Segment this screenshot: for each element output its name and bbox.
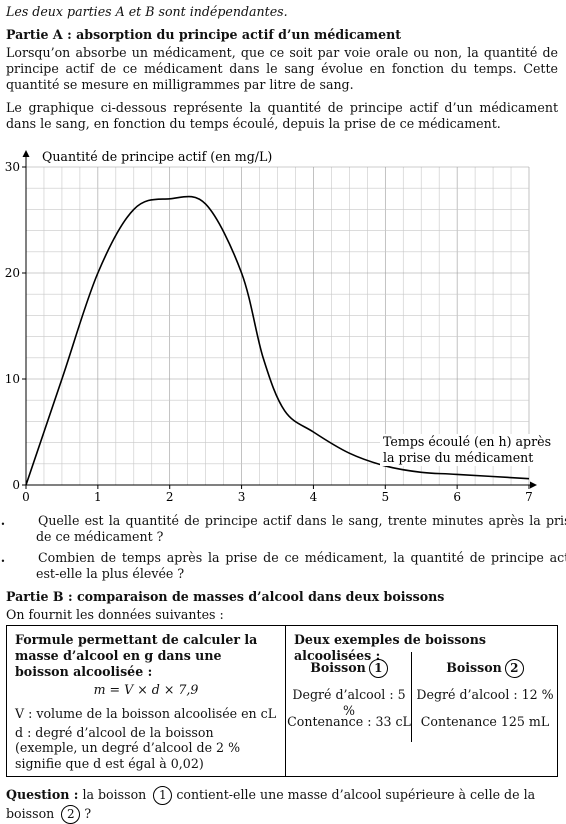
question-boisson-1: 1: [153, 786, 173, 805]
part-a-title: Partie A : absorption du principe actif …: [6, 27, 402, 42]
boisson-2-contenance: Contenance 125 mL: [420, 714, 550, 729]
x-axis-label-line1: Temps écoulé (en h) après: [383, 434, 551, 449]
x-tick-label: 5: [381, 490, 389, 504]
question-1-text: Quelle est la quantité de principe actif…: [36, 513, 566, 545]
question-2-number: 2.: [0, 550, 6, 565]
boisson-2-number: 2: [504, 659, 524, 678]
x-axis-label-line2: la prise du médicament: [383, 450, 533, 465]
intro-text: Les deux parties A et B sont indépendant…: [6, 4, 288, 19]
x-tick-label: 0: [22, 490, 30, 504]
concentration-chart: 0 1 2 3 4 5 6 7 0 10 20 30 Quantité de principe act…: [5, 148, 551, 504]
y-tick-label: 10: [5, 372, 20, 386]
x-tick-label: 1: [94, 490, 102, 504]
example-note: (exemple, un degré d’alcool de 2 % signi…: [15, 740, 241, 772]
y-axis-label: Quantité de principe actif (en mg/L): [42, 149, 272, 164]
question-label: Question :: [6, 787, 79, 802]
question-boisson-2: 2: [61, 805, 81, 824]
question-2-text: Combien de temps après la prise de ce mé…: [36, 550, 566, 582]
boisson-1-number: 1: [368, 659, 388, 678]
examples-divider: [411, 652, 412, 742]
boisson-2-header: Boisson 2: [413, 659, 557, 678]
boisson-1-contenance: Contenance : 33 cL: [287, 714, 411, 729]
x-tick-label: 3: [238, 490, 246, 504]
x-tick-label: 6: [453, 490, 461, 504]
x-axis-arrow: [530, 481, 537, 489]
examples-title: Deux exemples de boissons alcoolisées :: [294, 632, 486, 664]
v-definition: V : volume de la boisson alcoolisée en c…: [15, 706, 277, 721]
boisson-1-degre: Degré d’alcool : 5 %: [292, 687, 406, 719]
part-b-title: Partie B : comparaison de masses d’alcoo…: [6, 589, 445, 604]
boisson-2-label: Boisson: [446, 660, 502, 675]
x-tick-label: 4: [310, 490, 318, 504]
boisson-1-header: Boisson 1: [287, 659, 411, 678]
chart-ticks: 0 1 2 3 4 5 6 7 0 10 20 30: [5, 160, 533, 504]
x-tick-label: 7: [525, 490, 533, 504]
question-1-number: 1.: [0, 513, 6, 528]
data-table: Formule permettant de calculer la masse …: [6, 625, 558, 777]
ylabel-bg: [40, 148, 244, 166]
formula-cell: Formule permettant de calculer la masse …: [7, 626, 286, 776]
part-b-intro: On fournit les données suivantes :: [6, 607, 224, 622]
formula-title: Formule permettant de calculer la masse …: [15, 632, 258, 680]
y-tick-label: 30: [5, 160, 20, 174]
boisson-1-label: Boisson: [310, 660, 366, 675]
chart-axes: [22, 150, 537, 489]
part-a-paragraph-1: Lorsqu’on absorbe un médicament, que ce …: [6, 45, 558, 93]
chart-grid: [25, 166, 530, 486]
question-2: 2. Combien de temps après la prise de ce …: [0, 550, 566, 582]
final-question: Question : la boisson 1 contient-elle un…: [6, 786, 558, 824]
x-tick-label: 2: [166, 490, 174, 504]
d-definition: d : degré d’alcool de la boisson: [15, 725, 214, 740]
xlabel-bg: [380, 434, 530, 466]
boisson-2-degre: Degré d’alcool : 12 %: [416, 687, 554, 702]
y-tick-label: 20: [5, 266, 20, 280]
question-1: 1. Quelle est la quantité de principe act…: [0, 513, 566, 545]
formula: m = V × d × 7,9: [93, 682, 199, 697]
question-text-a: la boisson: [82, 787, 147, 802]
concentration-curve: [25, 195, 530, 486]
y-axis-arrow: [22, 150, 30, 157]
y-tick-label: 0: [12, 478, 20, 492]
question-text-c: ?: [84, 806, 92, 821]
part-a-paragraph-2: Le graphique ci-dessous représente la qu…: [6, 100, 558, 132]
